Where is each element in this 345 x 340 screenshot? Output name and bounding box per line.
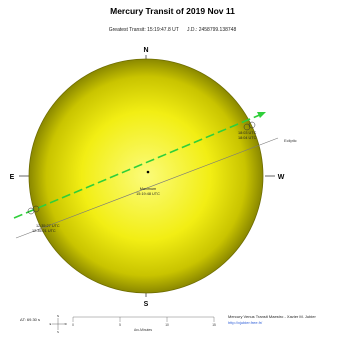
north-label: N xyxy=(143,47,148,54)
maximum-title: Maximum xyxy=(140,187,156,191)
svg-text:S: S xyxy=(57,331,59,334)
west-label: W xyxy=(278,174,285,181)
svg-text:N: N xyxy=(57,315,59,318)
credits-link[interactable]: http://xjubier.free.fr/ xyxy=(228,320,263,325)
ingress-contact-2 xyxy=(32,205,40,213)
egress-contact-2 xyxy=(248,121,256,129)
egress-contact-1 xyxy=(243,123,251,131)
sun-disk xyxy=(28,58,264,294)
path-arrow-icon xyxy=(257,112,266,118)
svg-text:W: W xyxy=(64,323,67,326)
maximum-time: 15:19:48 UTC xyxy=(136,192,160,196)
credits-line: Mercury Venus Transit Maestro - Xavier M… xyxy=(228,314,316,319)
transit-path xyxy=(13,113,263,219)
scale-tick-0: 0 xyxy=(72,323,74,327)
scale-tick-15: 15 xyxy=(212,323,216,327)
south-label: S xyxy=(144,301,149,308)
ingress-label-2: 12:35:21 UTC xyxy=(32,229,56,233)
ecliptic-line xyxy=(15,137,279,239)
page-title: Mercury Transit of 2019 Nov 11 xyxy=(110,6,235,16)
east-label: E xyxy=(10,174,15,181)
scale-tick-10: 10 xyxy=(165,323,169,327)
scale-tick-5: 5 xyxy=(119,323,121,327)
scale-bar: 0 5 10 15 Arc-Minutes xyxy=(72,316,216,332)
scale-axis-label: Arc-Minutes xyxy=(134,328,152,332)
delta-t: ΔT: 69.30 s xyxy=(20,317,41,322)
transit-info: Greatest Transit: 15:19:47.8 UT J.D.: 24… xyxy=(108,27,237,33)
ingress-contact-1 xyxy=(27,207,35,215)
compass-rose-icon: N E W S xyxy=(50,315,68,334)
egress-label-1: 18:03 UTC xyxy=(238,131,257,135)
ingress-label-1: 12:35:27 UTC xyxy=(36,224,60,228)
svg-text:E: E xyxy=(50,323,52,326)
egress-label-2: 18:04 UTC xyxy=(238,136,257,140)
mercury-dot xyxy=(146,170,150,174)
ecliptic-label: Ecliptic xyxy=(284,138,297,143)
